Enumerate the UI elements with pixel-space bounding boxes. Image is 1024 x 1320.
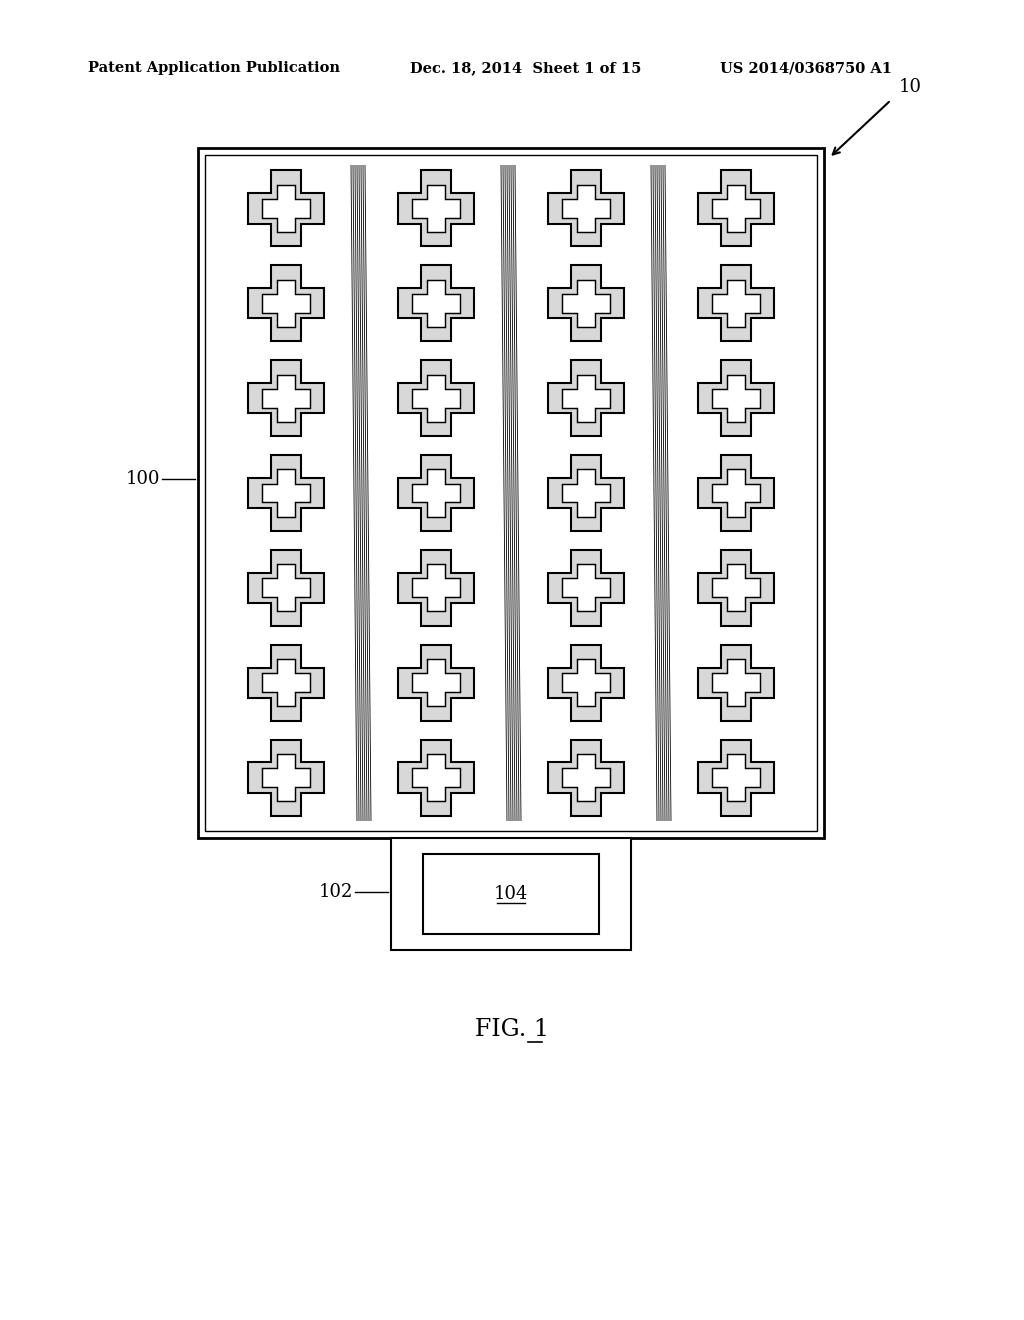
Polygon shape xyxy=(413,565,460,611)
Polygon shape xyxy=(398,170,474,247)
Polygon shape xyxy=(698,170,774,247)
Bar xyxy=(205,154,817,832)
Polygon shape xyxy=(262,754,309,801)
Polygon shape xyxy=(698,360,774,436)
Polygon shape xyxy=(398,265,474,342)
Text: 104: 104 xyxy=(494,884,528,903)
Polygon shape xyxy=(713,565,760,611)
Polygon shape xyxy=(248,550,324,626)
Polygon shape xyxy=(413,185,460,232)
Bar xyxy=(198,148,824,838)
Polygon shape xyxy=(262,185,309,232)
Polygon shape xyxy=(713,280,760,327)
Polygon shape xyxy=(562,659,609,706)
Polygon shape xyxy=(262,659,309,706)
Polygon shape xyxy=(698,739,774,816)
Polygon shape xyxy=(398,739,474,816)
Polygon shape xyxy=(248,739,324,816)
Polygon shape xyxy=(248,265,324,342)
Polygon shape xyxy=(548,265,624,342)
Polygon shape xyxy=(398,455,474,531)
Polygon shape xyxy=(398,550,474,626)
Polygon shape xyxy=(562,280,609,327)
Polygon shape xyxy=(248,644,324,721)
Text: 100: 100 xyxy=(126,470,161,488)
Polygon shape xyxy=(248,170,324,247)
Polygon shape xyxy=(698,265,774,342)
Polygon shape xyxy=(548,739,624,816)
Polygon shape xyxy=(248,360,324,436)
Polygon shape xyxy=(413,754,460,801)
Polygon shape xyxy=(698,644,774,721)
Polygon shape xyxy=(713,185,760,232)
Polygon shape xyxy=(413,470,460,516)
Polygon shape xyxy=(548,644,624,721)
Polygon shape xyxy=(262,565,309,611)
Polygon shape xyxy=(713,659,760,706)
Polygon shape xyxy=(262,470,309,516)
Polygon shape xyxy=(413,375,460,421)
Polygon shape xyxy=(562,470,609,516)
Polygon shape xyxy=(548,360,624,436)
Polygon shape xyxy=(562,754,609,801)
Polygon shape xyxy=(698,550,774,626)
Polygon shape xyxy=(562,565,609,611)
Polygon shape xyxy=(698,455,774,531)
Text: Dec. 18, 2014  Sheet 1 of 15: Dec. 18, 2014 Sheet 1 of 15 xyxy=(410,61,641,75)
Polygon shape xyxy=(398,360,474,436)
Polygon shape xyxy=(548,455,624,531)
Text: FIG. 1: FIG. 1 xyxy=(475,1019,549,1041)
Polygon shape xyxy=(562,185,609,232)
Polygon shape xyxy=(713,470,760,516)
Bar xyxy=(423,854,599,935)
Bar xyxy=(391,838,631,950)
Polygon shape xyxy=(713,754,760,801)
Polygon shape xyxy=(262,375,309,421)
Polygon shape xyxy=(548,170,624,247)
Text: US 2014/0368750 A1: US 2014/0368750 A1 xyxy=(720,61,892,75)
Text: 102: 102 xyxy=(319,883,353,900)
Text: Patent Application Publication: Patent Application Publication xyxy=(88,61,340,75)
Text: 10: 10 xyxy=(899,78,922,96)
Polygon shape xyxy=(413,280,460,327)
Polygon shape xyxy=(262,280,309,327)
Polygon shape xyxy=(713,375,760,421)
Polygon shape xyxy=(248,455,324,531)
Polygon shape xyxy=(413,659,460,706)
Polygon shape xyxy=(548,550,624,626)
Polygon shape xyxy=(398,644,474,721)
Polygon shape xyxy=(562,375,609,421)
